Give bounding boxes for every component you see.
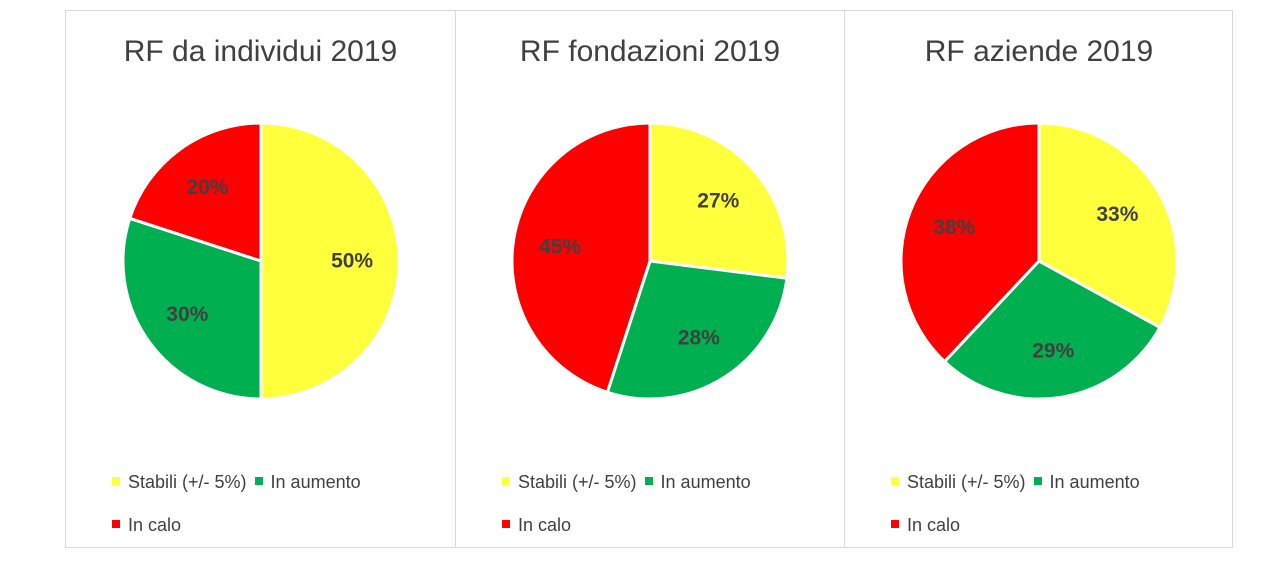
pie-slice bbox=[510, 121, 652, 395]
data-label: 50% bbox=[331, 250, 373, 273]
pie-slice bbox=[899, 121, 1041, 364]
legend-item-in-calo: In calo bbox=[891, 504, 960, 547]
chart-panel-aziende: RF aziende 2019 33% 29% 38% Stabili (+/- 5… bbox=[844, 11, 1233, 547]
legend-swatch-red bbox=[891, 520, 899, 529]
pie-chart: 27% 28% 45% bbox=[510, 121, 790, 401]
pie-slice bbox=[942, 259, 1162, 401]
legend-swatch-yellow bbox=[112, 477, 120, 486]
legend-label: In aumento bbox=[1049, 472, 1140, 492]
chart-panel-individui: RF da individui 2019 50% 30% 20% Stabili (… bbox=[66, 11, 455, 547]
legend-item-in-aumento: In aumento bbox=[254, 461, 361, 504]
charts-container: RF da individui 2019 50% 30% 20% Stabili (… bbox=[65, 10, 1233, 548]
legend-label: Stabili (+/- 5%) bbox=[128, 472, 247, 492]
legend-label: In aumento bbox=[270, 472, 361, 492]
legend-label: Stabili (+/- 5%) bbox=[518, 472, 637, 492]
legend-label: Stabili (+/- 5%) bbox=[907, 472, 1026, 492]
data-label: 20% bbox=[186, 176, 228, 199]
legend-swatch-green bbox=[254, 477, 263, 486]
data-label: 28% bbox=[678, 326, 720, 349]
data-label: 38% bbox=[933, 216, 975, 239]
legend-label: In calo bbox=[128, 515, 182, 535]
legend-label: In calo bbox=[518, 515, 572, 535]
legend-swatch-green bbox=[1033, 477, 1042, 486]
legend: Stabili (+/- 5%) In aumento In calo bbox=[112, 461, 369, 547]
legend-swatch-yellow bbox=[891, 477, 899, 486]
pie-slice bbox=[259, 121, 400, 401]
legend-item-in-calo: In calo bbox=[502, 504, 571, 547]
chart-title: RF fondazioni 2019 bbox=[519, 35, 781, 68]
pie-slice bbox=[121, 216, 262, 401]
pie-slice bbox=[1037, 121, 1179, 330]
legend-label: In aumento bbox=[660, 472, 751, 492]
legend-item-stabili: Stabili (+/- 5%) bbox=[112, 461, 247, 504]
data-label: 30% bbox=[166, 303, 208, 326]
legend-item-in-calo: In calo bbox=[112, 504, 181, 547]
data-label: 29% bbox=[1032, 339, 1074, 362]
legend-swatch-green bbox=[644, 477, 653, 486]
legend-swatch-yellow bbox=[502, 477, 510, 486]
data-label: 33% bbox=[1096, 203, 1138, 226]
chart-title: RF aziende 2019 bbox=[924, 35, 1154, 68]
pie-chart: 50% 30% 20% bbox=[121, 121, 400, 401]
pie-chart: 33% 29% 38% bbox=[899, 121, 1179, 401]
legend-swatch-red bbox=[112, 520, 120, 529]
pie-slice bbox=[648, 121, 790, 280]
chart-title: RF da individui 2019 bbox=[123, 35, 398, 68]
legend-item-in-aumento: In aumento bbox=[1033, 461, 1140, 504]
chart-panel-fondazioni: RF fondazioni 2019 27% 28% 45% Stabili (+/… bbox=[455, 11, 844, 547]
legend: Stabili (+/- 5%) In aumento In calo bbox=[891, 461, 1148, 547]
pie-slice bbox=[605, 259, 789, 401]
legend-item-stabili: Stabili (+/- 5%) bbox=[891, 461, 1026, 504]
data-label: 27% bbox=[697, 189, 739, 212]
legend-swatch-red bbox=[502, 520, 510, 529]
legend-label: In calo bbox=[907, 515, 961, 535]
pie-slice bbox=[127, 121, 262, 264]
legend-item-stabili: Stabili (+/- 5%) bbox=[502, 461, 637, 504]
legend: Stabili (+/- 5%) In aumento In calo bbox=[502, 461, 759, 547]
data-label: 45% bbox=[539, 235, 581, 258]
legend-item-in-aumento: In aumento bbox=[644, 461, 751, 504]
